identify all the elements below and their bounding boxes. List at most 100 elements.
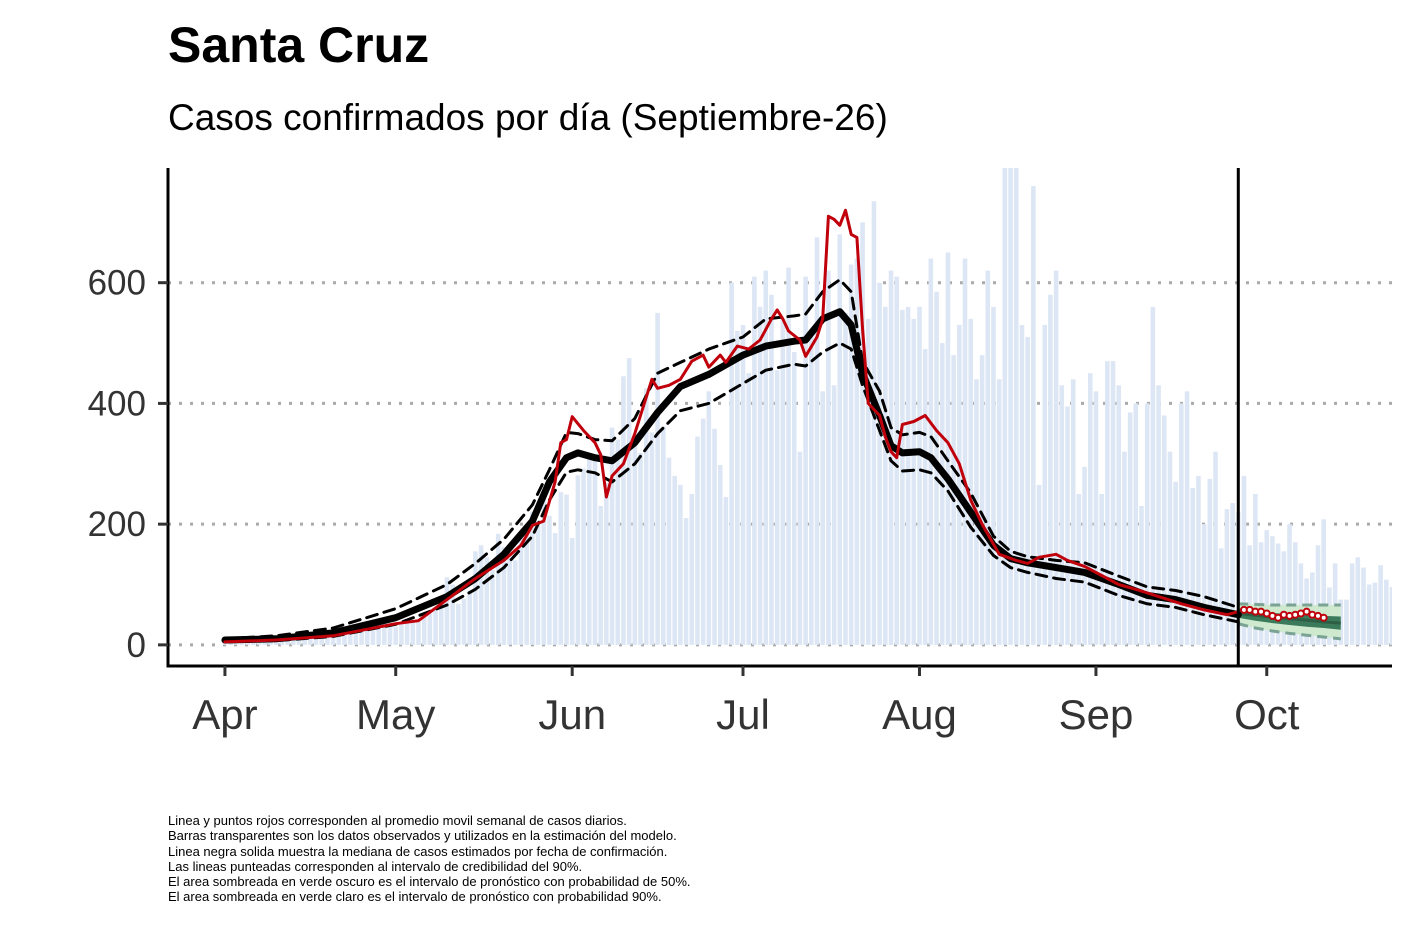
observed-bar — [786, 267, 791, 645]
observed-bar — [1213, 451, 1218, 645]
observed-bar — [325, 635, 330, 645]
observed-bar — [1105, 361, 1110, 645]
observed-bar — [575, 475, 581, 645]
y-tick-label: 0 — [127, 626, 146, 665]
forecast-upper-line — [1238, 602, 1341, 607]
y-tick-label: 600 — [88, 264, 146, 303]
caption-line: El area sombreada en verde oscuro es el … — [168, 874, 691, 890]
observed-bar — [774, 370, 780, 645]
observed-bar — [1298, 563, 1304, 645]
observed-bar — [689, 493, 695, 645]
caption-line: Linea y puntos rojos corresponden al pro… — [168, 813, 627, 828]
observed-bar — [649, 432, 655, 645]
observed-bar — [700, 418, 706, 645]
observed-bar — [1184, 391, 1190, 645]
observed-bar — [353, 632, 359, 645]
observed-bar — [683, 518, 689, 645]
forecast-point — [1274, 613, 1283, 622]
observed-bar — [763, 270, 769, 645]
observed-bar — [1082, 466, 1087, 645]
observed-bar — [945, 252, 951, 645]
observed-bar — [831, 385, 837, 645]
observed-bar — [871, 201, 877, 645]
observed-bar — [604, 483, 609, 645]
observed-bar — [393, 626, 398, 645]
observed-bar — [1025, 337, 1030, 645]
observed-bar — [1389, 586, 1392, 645]
observed-bar — [598, 506, 603, 645]
chart-subtitle: Casos confirmados por día (Septiembre-26… — [168, 97, 888, 138]
observed-bar — [826, 270, 831, 645]
observed-bar — [837, 234, 843, 645]
x-tick-label: Apr — [192, 691, 257, 738]
x-tick-label: Aug — [882, 691, 957, 738]
observed-bar — [421, 617, 427, 645]
observed-bar — [962, 258, 968, 645]
observed-bar — [1275, 543, 1281, 645]
observed-bar — [1087, 373, 1093, 645]
observed-bar — [1019, 324, 1025, 645]
observed-bar — [957, 324, 962, 645]
observed-bar — [1366, 584, 1372, 645]
caption-line: Las lineas punteadas corresponden al int… — [168, 858, 583, 874]
observed-bar — [848, 264, 854, 645]
observed-bar — [416, 621, 421, 645]
observed-bar — [518, 537, 524, 645]
observed-bar — [330, 632, 336, 645]
observed-bar — [495, 533, 501, 645]
observed-bar — [695, 436, 700, 645]
observed-bar — [717, 464, 723, 645]
observed-bar — [1321, 519, 1326, 645]
observed-bar — [638, 452, 643, 645]
observed-bar — [1048, 294, 1053, 645]
observed-bar — [302, 638, 307, 645]
caption-line: El area sombreada en verde claro es el i… — [168, 889, 662, 905]
observed-bar — [797, 451, 803, 645]
observed-bar — [404, 619, 410, 645]
observed-bar — [1002, 168, 1008, 645]
observed-bar — [1224, 509, 1230, 645]
observed-bar — [342, 634, 347, 645]
observed-bar — [752, 276, 757, 645]
observed-bar — [809, 330, 814, 645]
observed-bar — [894, 276, 899, 645]
observed-bar — [512, 560, 518, 645]
observed-bar — [860, 222, 865, 645]
observed-bar — [820, 391, 825, 645]
observed-bars — [222, 168, 1417, 645]
observed-bar — [985, 270, 991, 645]
observed-bar — [1292, 542, 1298, 645]
observed-bar — [1412, 595, 1417, 644]
observed-bar — [1093, 391, 1099, 645]
interval-upper-line — [223, 278, 1240, 641]
observed-bar — [922, 349, 928, 645]
observed-bar — [1196, 475, 1201, 645]
moving-average-line — [223, 208, 1240, 644]
observed-bar — [643, 388, 649, 645]
observed-bar — [569, 538, 575, 645]
observed-bar — [376, 623, 381, 645]
forecast-point — [1302, 607, 1311, 616]
observed-bar — [655, 312, 660, 645]
observed-bar — [1372, 582, 1378, 645]
observed-bar — [1258, 542, 1264, 645]
observed-bar — [524, 526, 529, 645]
observed-bar — [609, 427, 615, 645]
observed-bar — [706, 391, 712, 645]
observed-bar — [313, 634, 319, 645]
observed-bar — [991, 306, 996, 645]
observed-bar — [1179, 403, 1184, 645]
observed-bar — [757, 306, 763, 645]
observed-bar — [1053, 270, 1059, 645]
observed-bar — [1315, 545, 1321, 645]
observed-bar — [581, 468, 586, 645]
observed-bar — [547, 515, 552, 645]
observed-bar — [1167, 451, 1173, 645]
interval-lower-line — [223, 341, 1240, 644]
observed-bar — [450, 584, 455, 645]
observed-bar — [1253, 493, 1258, 645]
x-tick-label: Sep — [1059, 691, 1134, 738]
observed-bar — [552, 533, 558, 645]
observed-bar — [1008, 168, 1013, 645]
observed-bar — [535, 520, 541, 645]
